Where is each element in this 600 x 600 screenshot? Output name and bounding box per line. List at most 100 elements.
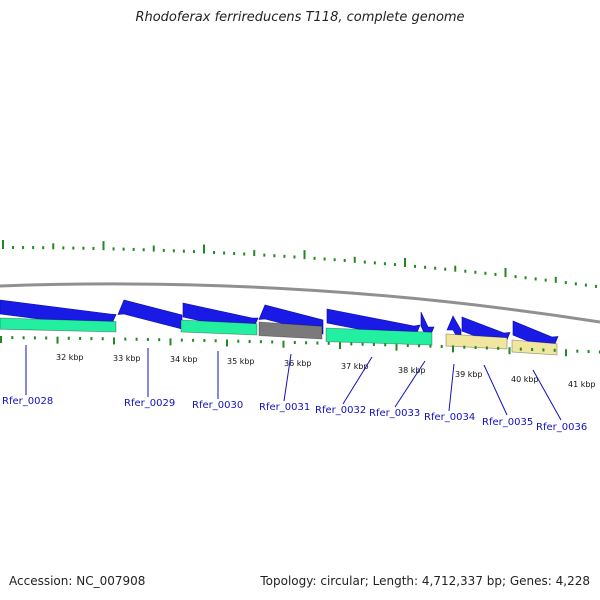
scale-tick [237, 339, 240, 343]
scale-tick [79, 336, 82, 340]
scale-tick [282, 340, 285, 348]
upper-tick [414, 264, 417, 268]
upper-tick [213, 250, 216, 254]
scale-tick [192, 338, 195, 342]
upper-tick [474, 270, 477, 274]
cds-bar [0, 317, 117, 333]
upper-tick [142, 248, 145, 252]
scale-tick [463, 345, 466, 349]
upper-tick [343, 258, 346, 262]
scale-tick [553, 348, 556, 352]
upper-tick [82, 246, 85, 250]
topology-summary: Topology: circular; Length: 4,712,337 bp… [260, 574, 590, 588]
upper-tick [243, 252, 246, 256]
upper-tick [554, 276, 557, 283]
upper-tick [303, 250, 306, 260]
scale-tick [271, 340, 274, 344]
gene-leader-line [394, 360, 426, 408]
scale-tick [146, 337, 149, 341]
upper-tick [594, 284, 597, 288]
upper-tick [293, 255, 296, 259]
gene-label: Rfer_0035 [482, 417, 533, 428]
scale-tick [339, 342, 341, 350]
gene-label: Rfer_0030 [192, 400, 243, 411]
upper-tick [182, 249, 185, 253]
upper-tick-row [2, 240, 597, 288]
scale-tick [203, 339, 206, 343]
upper-tick [92, 246, 95, 250]
feature-track [0, 299, 559, 356]
gene-leader-line [283, 353, 292, 402]
upper-tick [574, 282, 577, 286]
scale-tick [0, 336, 2, 343]
upper-tick [383, 262, 386, 266]
gene-labels: Rfer_0028 Rfer_0029 Rfer_0030 Rfer_0031 Rfer… [2, 345, 587, 433]
upper-tick [233, 251, 236, 255]
upper-tick [424, 265, 427, 269]
cds-bar [325, 327, 433, 346]
upper-tick [333, 258, 336, 262]
scale-tick [305, 341, 308, 345]
upper-tick [514, 275, 517, 279]
scale-tick [542, 348, 545, 352]
upper-tick [62, 246, 65, 250]
scale-tick [124, 337, 127, 341]
upper-tick [504, 267, 507, 277]
cds-bar [511, 339, 558, 356]
gene-label: Rfer_0028 [2, 396, 53, 407]
kbp-scale-label: 34 kbp [170, 355, 198, 364]
scale-tick-row [0, 336, 600, 357]
scale-tick [418, 344, 421, 348]
upper-tick [162, 248, 165, 252]
upper-tick [152, 245, 155, 252]
gene-label: Rfer_0034 [424, 412, 475, 423]
upper-tick [263, 253, 266, 257]
kbp-scale-label: 40 kbp [511, 375, 539, 384]
gene-label: Rfer_0033 [369, 408, 420, 419]
upper-tick [192, 250, 195, 254]
scale-tick [259, 340, 262, 344]
upper-tick [544, 278, 547, 282]
upper-tick [534, 277, 537, 281]
upper-tick [584, 283, 587, 287]
scale-tick [508, 347, 511, 355]
kbp-scale-label: 35 kbp [227, 357, 255, 366]
upper-tick [122, 247, 125, 251]
scale-tick [372, 343, 375, 347]
scale-tick [384, 343, 387, 347]
cds-bar [258, 321, 323, 340]
scale-tick [497, 346, 500, 350]
genome-title: Rhodoferax ferrireducens T118, complete … [135, 10, 465, 25]
kbp-scale-label: 37 kbp [341, 362, 369, 371]
upper-tick [404, 257, 406, 267]
scale-tick [101, 337, 104, 341]
scale-labels: 32 kbp 33 kbp 34 kbp 35 kbp 36 kbp 37 kbp 38 k… [56, 353, 596, 389]
scale-tick [587, 350, 590, 354]
upper-tick [494, 272, 497, 276]
upper-tick [22, 246, 25, 250]
cds-bar [445, 333, 508, 350]
upper-tick [223, 251, 226, 255]
gene-leader-line [483, 364, 508, 416]
scale-tick [113, 337, 115, 345]
upper-tick [393, 263, 396, 267]
scale-tick [395, 343, 398, 351]
scale-tick [519, 347, 522, 351]
gene-label: Rfer_0029 [124, 398, 175, 409]
upper-tick [283, 254, 286, 258]
gene-label: Rfer_0036 [536, 422, 587, 433]
scale-tick [327, 341, 330, 345]
scale-tick [474, 346, 477, 350]
gene-label: Rfer_0032 [315, 405, 366, 416]
scale-tick [90, 337, 93, 341]
cds-bar [180, 319, 258, 336]
scale-tick [565, 349, 567, 357]
scale-tick [214, 339, 217, 343]
upper-tick [564, 281, 567, 285]
scale-tick [22, 336, 25, 340]
scale-tick [429, 344, 432, 348]
upper-tick [464, 269, 467, 273]
scale-tick [56, 336, 59, 344]
upper-tick [313, 256, 316, 260]
